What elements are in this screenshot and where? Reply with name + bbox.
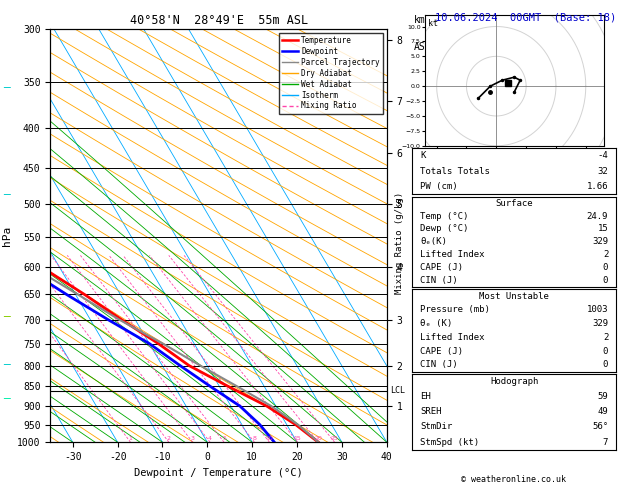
Text: Hodograph: Hodograph: [490, 377, 538, 386]
Text: Dewp (°C): Dewp (°C): [420, 225, 469, 233]
Text: LCL: LCL: [390, 386, 405, 395]
Text: CAPE (J): CAPE (J): [420, 347, 463, 356]
Text: Most Unstable: Most Unstable: [479, 292, 549, 300]
Text: Surface: Surface: [496, 199, 533, 208]
Legend: Temperature, Dewpoint, Parcel Trajectory, Dry Adiabat, Wet Adiabat, Isotherm, Mi: Temperature, Dewpoint, Parcel Trajectory…: [279, 33, 383, 114]
Text: StmDir: StmDir: [420, 422, 452, 432]
Text: 8: 8: [253, 435, 257, 440]
Text: Mixing Ratio (g/kg): Mixing Ratio (g/kg): [395, 192, 404, 294]
Text: 5: 5: [222, 435, 226, 440]
Text: 10.06.2024  00GMT  (Base: 18): 10.06.2024 00GMT (Base: 18): [435, 12, 616, 22]
X-axis label: Dewpoint / Temperature (°C): Dewpoint / Temperature (°C): [134, 468, 303, 478]
Text: ─: ─: [3, 360, 10, 369]
Text: 7: 7: [603, 437, 608, 447]
Text: 25: 25: [331, 435, 338, 440]
Text: 15: 15: [598, 225, 608, 233]
Text: 24.9: 24.9: [587, 211, 608, 221]
Text: StmSpd (kt): StmSpd (kt): [420, 437, 479, 447]
Text: 0: 0: [603, 276, 608, 285]
Text: 20: 20: [314, 435, 322, 440]
Text: ─: ─: [3, 311, 10, 321]
Text: 59: 59: [598, 392, 608, 401]
Text: CIN (J): CIN (J): [420, 361, 458, 369]
Text: EH: EH: [420, 392, 431, 401]
Text: Totals Totals: Totals Totals: [420, 167, 490, 176]
Text: SREH: SREH: [420, 407, 442, 417]
Text: 0: 0: [603, 263, 608, 272]
Text: 2: 2: [603, 333, 608, 342]
Text: 2: 2: [167, 435, 171, 440]
Text: ─: ─: [3, 83, 10, 92]
Text: CAPE (J): CAPE (J): [420, 263, 463, 272]
Text: 1: 1: [128, 435, 133, 440]
Text: PW (cm): PW (cm): [420, 182, 458, 191]
Text: © weatheronline.co.uk: © weatheronline.co.uk: [462, 474, 566, 484]
Text: kt: kt: [428, 18, 438, 28]
Y-axis label: hPa: hPa: [1, 226, 11, 246]
Text: 2: 2: [603, 250, 608, 259]
Text: 1003: 1003: [587, 305, 608, 314]
Text: 15: 15: [294, 435, 301, 440]
Text: Pressure (mb): Pressure (mb): [420, 305, 490, 314]
Text: km: km: [414, 15, 425, 25]
Text: ASL: ASL: [414, 42, 431, 52]
Text: ─: ─: [3, 190, 10, 199]
Text: 56°: 56°: [592, 422, 608, 432]
Text: Lifted Index: Lifted Index: [420, 333, 485, 342]
Text: 4: 4: [208, 435, 212, 440]
Text: CIN (J): CIN (J): [420, 276, 458, 285]
Text: 329: 329: [592, 319, 608, 328]
Title: 40°58'N  28°49'E  55m ASL: 40°58'N 28°49'E 55m ASL: [130, 14, 308, 27]
Text: K: K: [420, 152, 426, 160]
Text: Lifted Index: Lifted Index: [420, 250, 485, 259]
Text: 329: 329: [592, 237, 608, 246]
Text: θₑ (K): θₑ (K): [420, 319, 452, 328]
Text: 49: 49: [598, 407, 608, 417]
Text: θₑ(K): θₑ(K): [420, 237, 447, 246]
Text: 10: 10: [265, 435, 274, 440]
Text: 3: 3: [191, 435, 194, 440]
Text: 0: 0: [603, 347, 608, 356]
Text: -4: -4: [598, 152, 608, 160]
Text: ─: ─: [3, 394, 10, 403]
Text: 32: 32: [598, 167, 608, 176]
Text: 0: 0: [603, 361, 608, 369]
Text: Temp (°C): Temp (°C): [420, 211, 469, 221]
Text: 1.66: 1.66: [587, 182, 608, 191]
